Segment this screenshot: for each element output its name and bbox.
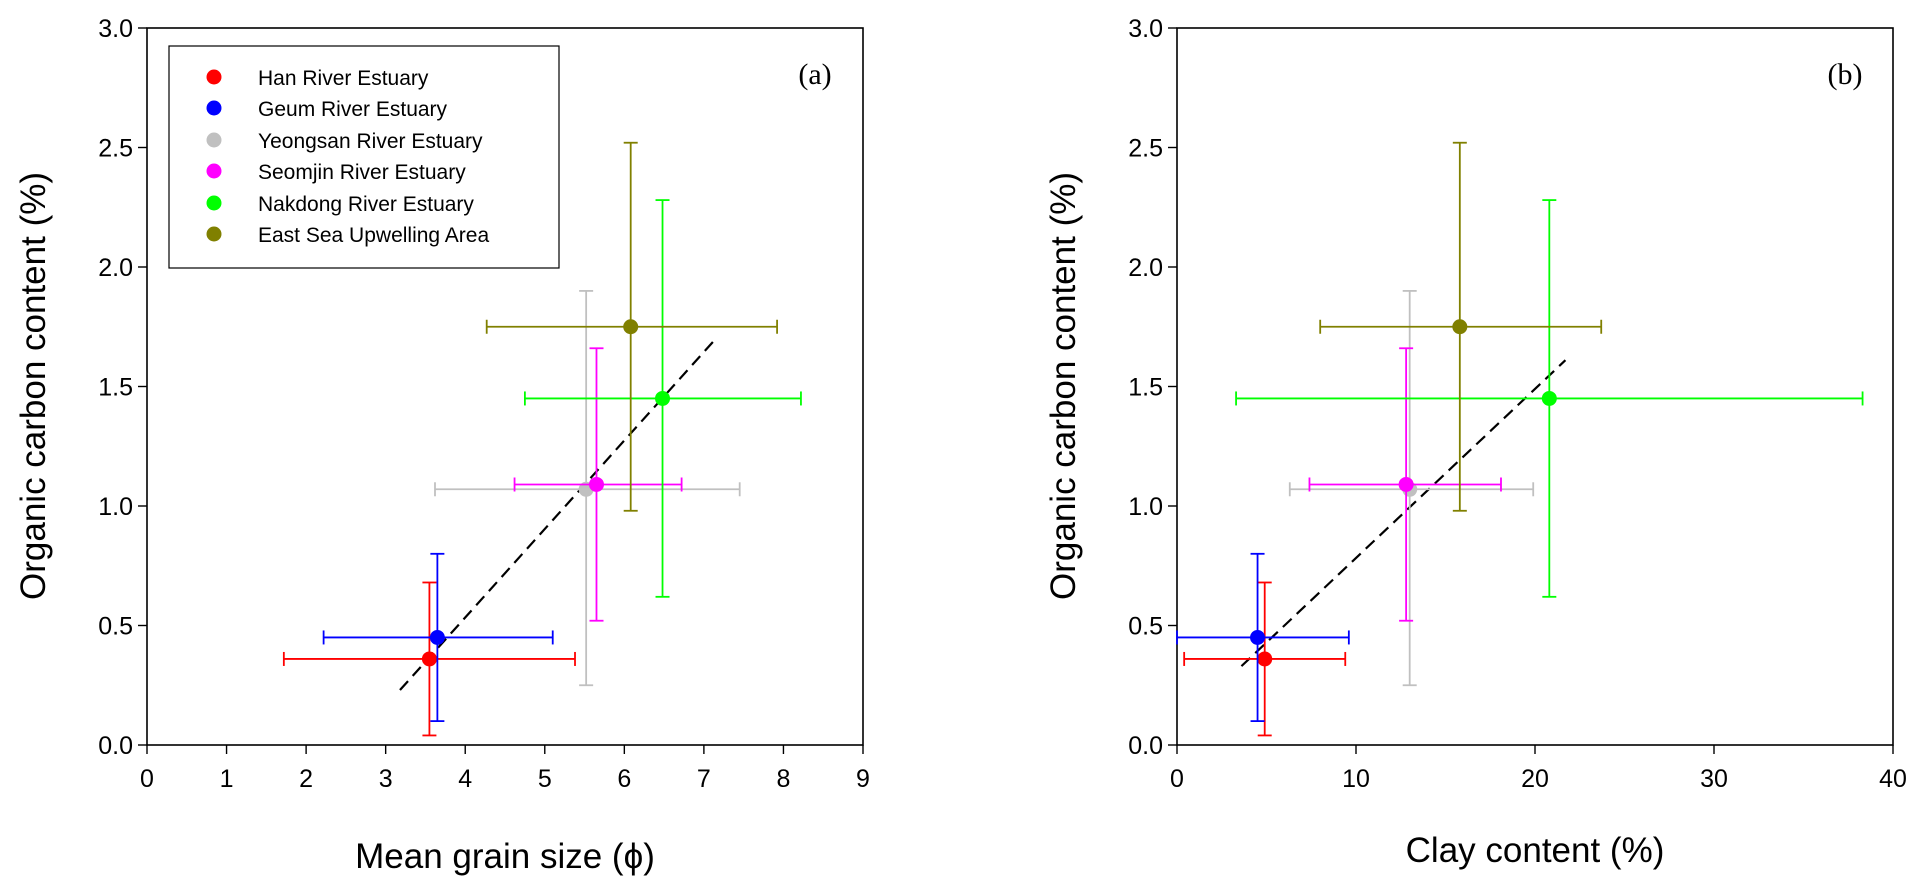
panel-b-axis-ticks: 0 10 20 30 40 0.0 0.5 1.0 1.5 2.0 2.5 3.0 <box>1128 15 1907 793</box>
panel-b-east-sea-upwelling-area-point <box>1452 319 1468 335</box>
panel-b-han-river-estuary-point <box>1257 651 1273 667</box>
legend-label-east-sea: East Sea Upwelling Area <box>258 224 489 247</box>
panel-a-nakdong-river-estuary-marker-group <box>523 199 802 598</box>
legend-label-nakdong: Nakdong River Estuary <box>258 193 474 216</box>
panel-b-x-tick-label: 10 <box>1342 765 1370 793</box>
panel-a-han-river-estuary-marker-group <box>282 581 576 737</box>
panel-a-yeongsan-river-estuary-marker-group <box>434 289 741 687</box>
panel-b-x-tick-label: 20 <box>1521 765 1549 793</box>
panel-a-label: (a) <box>798 58 831 91</box>
panel-b-y-tick-label: 2.5 <box>1128 135 1163 163</box>
panel-a-geum-river-estuary-point <box>429 629 445 645</box>
panel-b-y-tick-label: 0.0 <box>1128 732 1163 760</box>
legend-label-seomjin: Seomjin River Estuary <box>258 161 466 184</box>
panel-b-regression-line <box>1240 359 1567 667</box>
panel-b-geum-river-estuary-marker-group <box>1176 552 1350 722</box>
legend: Han River Estuary Geum River Estuary Yeo… <box>168 45 560 269</box>
panel-b-seomjin-river-estuary-marker-group <box>1308 347 1502 622</box>
panel-b-seomjin-river-estuary-point <box>1398 476 1414 492</box>
panel-a-x-tick-label: 2 <box>299 765 313 793</box>
panel-a-regression-line <box>399 337 717 691</box>
panel-b-y-axis-title: Organic carbon content (%) <box>1044 172 1083 600</box>
panel-b-east-sea-upwelling-area-marker-group <box>1319 141 1603 512</box>
panel-b-chart: 0 10 20 30 40 0.0 0.5 1.0 1.5 2.0 2.5 3.0 (b) Clay … <box>1044 15 1907 870</box>
panel-a-x-tick-label: 9 <box>856 765 870 793</box>
legend-marker-geum <box>206 100 222 116</box>
legend-marker-yeongsan <box>206 132 222 148</box>
panel-a-axis-ticks: 0 1 2 3 4 5 6 7 8 9 0.0 0.5 1.0 1.5 2.0 2.5 3.0 <box>98 15 870 793</box>
legend-marker-seomjin <box>206 163 222 179</box>
panel-a-y-tick-label: 3.0 <box>98 15 133 43</box>
panel-b-y-tick-label: 0.5 <box>1128 613 1163 641</box>
panel-b-points-layer <box>1176 141 1864 737</box>
panel-a-x-tick-label: 4 <box>458 765 472 793</box>
panel-a-y-tick-label: 1.5 <box>98 374 133 402</box>
legend-label-yeongsan: Yeongsan River Estuary <box>258 130 483 153</box>
panel-a-x-tick-label: 5 <box>538 765 552 793</box>
panel-a-x-tick-label: 6 <box>617 765 631 793</box>
panel-b-han-river-estuary-marker-group <box>1183 581 1347 737</box>
panel-a-han-river-estuary-point <box>421 651 437 667</box>
panel-b-geum-river-estuary-point <box>1250 629 1266 645</box>
panel-a-east-sea-upwelling-area-marker-group <box>485 141 778 512</box>
legend-marker-nakdong <box>206 195 222 211</box>
panel-b-y-tick-label: 2.0 <box>1128 254 1163 282</box>
panel-b-y-tick-label: 3.0 <box>1128 15 1163 43</box>
panel-a-seomjin-river-estuary-marker-group <box>513 347 683 622</box>
panel-b-y-tick-label: 1.5 <box>1128 374 1163 402</box>
panel-b-x-tick-label: 0 <box>1170 765 1184 793</box>
panel-a-east-sea-upwelling-area-point <box>623 319 639 335</box>
panel-a-y-axis-title: Organic carbon content (%) <box>14 172 53 600</box>
panel-b-label: (b) <box>1828 58 1863 91</box>
legend-label-han: Han River Estuary <box>258 67 429 90</box>
panel-a-x-tick-label: 7 <box>697 765 711 793</box>
legend-marker-east-sea <box>206 226 222 242</box>
panel-a-x-tick-label: 1 <box>220 765 234 793</box>
panel-b-nakdong-river-estuary-marker-group <box>1235 199 1864 598</box>
panel-b-y-tick-label: 1.0 <box>1128 493 1163 521</box>
panel-a-x-tick-label: 0 <box>140 765 154 793</box>
panel-a-points-layer <box>282 141 802 737</box>
panel-b-x-axis-title: Clay content (%) <box>1406 831 1665 870</box>
legend-marker-han <box>206 69 222 85</box>
panel-a-chart: 0 1 2 3 4 5 6 7 8 9 0.0 0.5 1.0 1.5 2.0 2.5 3.0 (a) Mean… <box>14 15 870 876</box>
panel-a-y-tick-label: 0.0 <box>98 732 133 760</box>
panel-a-y-tick-label: 1.0 <box>98 493 133 521</box>
panel-a-x-axis-title: Mean grain size (ϕ) <box>355 837 655 876</box>
panel-b-fit-layer <box>1240 359 1567 667</box>
panel-b-nakdong-river-estuary-point <box>1541 390 1557 406</box>
panel-a-y-tick-label: 2.0 <box>98 254 133 282</box>
panel-a-y-tick-label: 0.5 <box>98 613 133 641</box>
legend-box <box>168 45 560 269</box>
panel-a-x-tick-label: 3 <box>379 765 393 793</box>
panel-a-nakdong-river-estuary-point <box>655 390 671 406</box>
panel-a-x-tick-label: 8 <box>776 765 790 793</box>
panel-a-geum-river-estuary-marker-group <box>322 552 554 722</box>
panel-a-fit-layer <box>399 337 717 691</box>
panel-b-x-tick-label: 40 <box>1879 765 1907 793</box>
panel-a-y-tick-label: 2.5 <box>98 135 133 163</box>
panel-b-x-tick-label: 30 <box>1700 765 1728 793</box>
panel-a-seomjin-river-estuary-point <box>588 476 604 492</box>
legend-label-geum: Geum River Estuary <box>258 98 448 121</box>
